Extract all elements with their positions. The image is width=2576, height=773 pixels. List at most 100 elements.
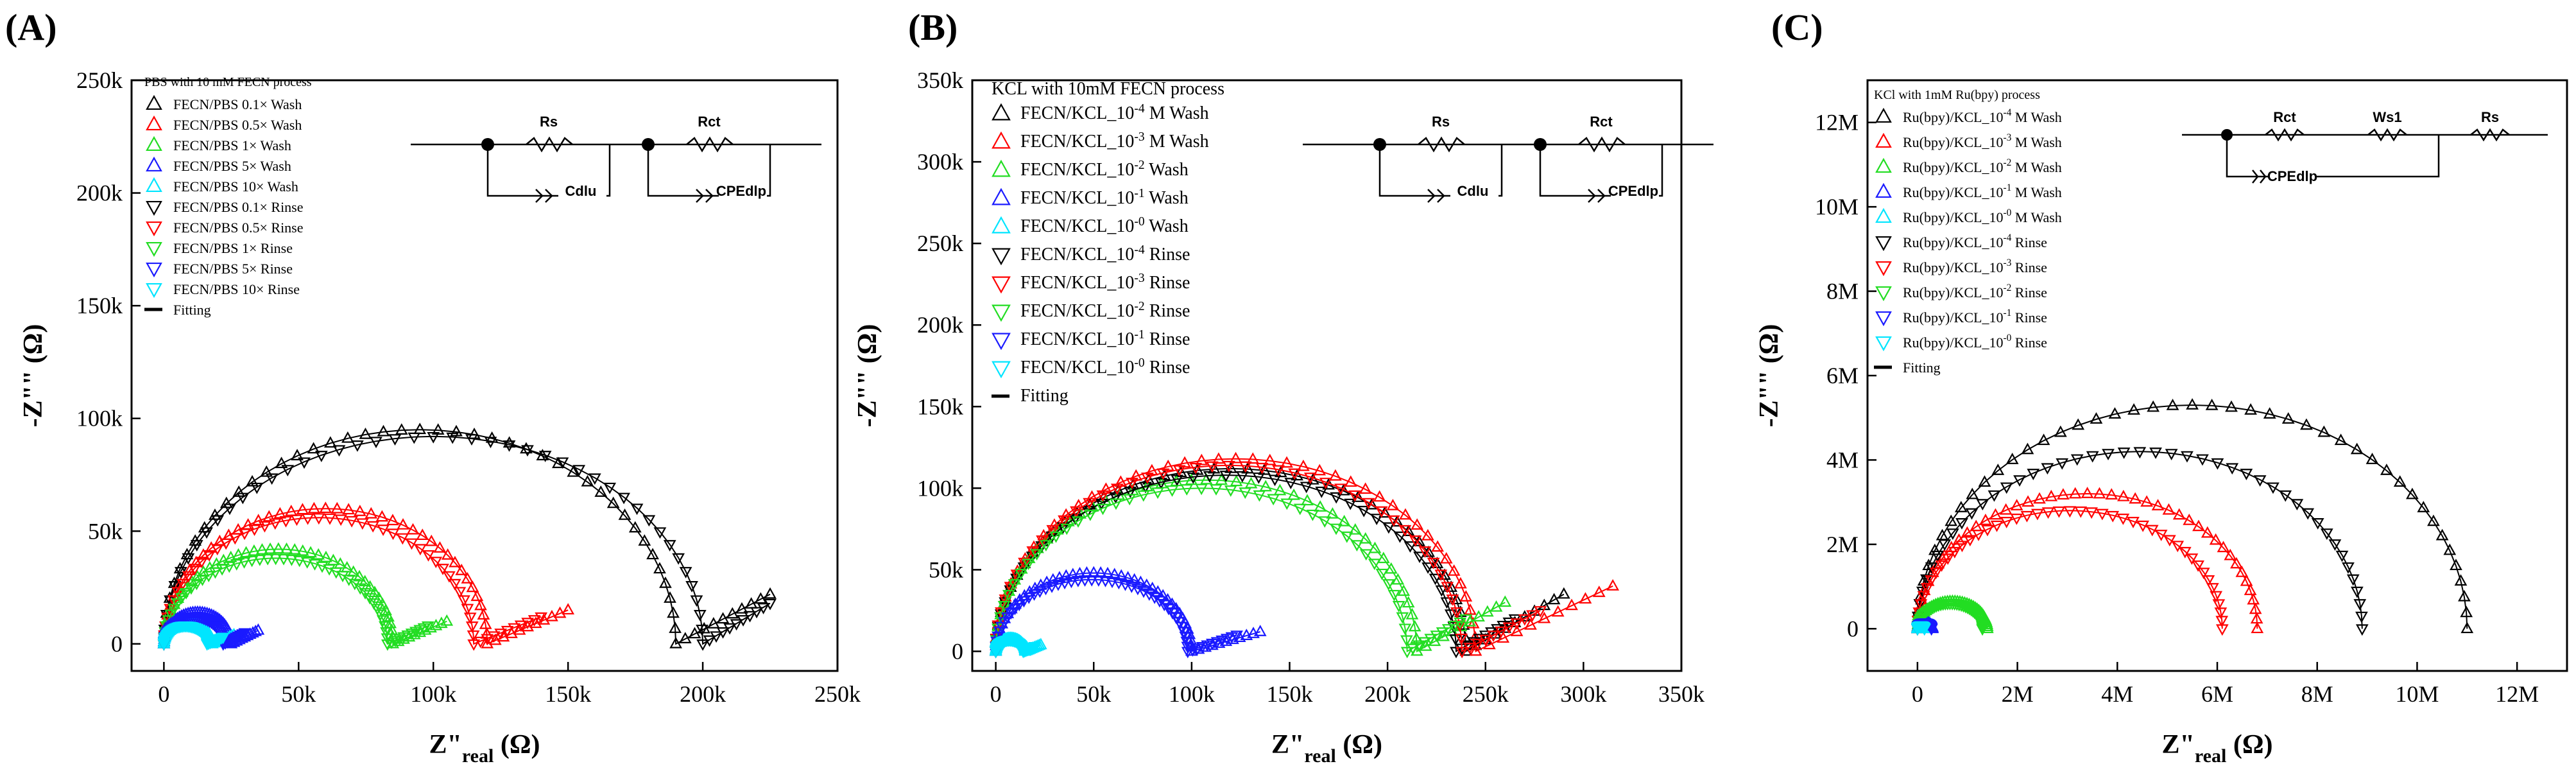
data-point (1487, 630, 1500, 642)
data-point (255, 543, 269, 555)
data-point (2162, 503, 2176, 515)
data-point (198, 521, 211, 533)
data-point (258, 521, 271, 533)
data-point (1524, 618, 1537, 630)
data-series (157, 513, 548, 651)
legend-title: KCL with 10mM FECN process (992, 79, 1224, 99)
data-point (446, 432, 459, 444)
data-point (2235, 566, 2249, 577)
data-point (2406, 487, 2419, 499)
data-point (754, 592, 768, 604)
data-point (1410, 632, 1423, 644)
data-point (2355, 611, 2368, 623)
data-point (999, 595, 1012, 606)
data-point (1137, 586, 1150, 598)
data-point (1185, 473, 1198, 485)
data-point (1925, 575, 1938, 587)
circuit-label-rct: Rct (1590, 114, 1613, 130)
data-point (397, 518, 409, 530)
data-point (1253, 625, 1267, 636)
data-point (1210, 484, 1223, 496)
y-tick-label: 100k (917, 475, 963, 501)
data-point (1393, 531, 1407, 543)
x-tick-label: 250k (1463, 681, 1509, 707)
data-point (1966, 487, 1979, 499)
resistor-symbol (526, 136, 573, 153)
y-tick-label: 6M (1826, 363, 1859, 388)
data-point (196, 575, 209, 586)
data-series (989, 460, 1547, 659)
data-point (1288, 468, 1301, 480)
data-point (1014, 568, 1027, 580)
data-point (2240, 469, 2253, 480)
legend-entry: Ru(bpy)/KCL_10-2 Rinse (1903, 282, 2047, 300)
data-point (386, 528, 400, 541)
legend-entry: Ru(bpy)/KCL_10-0 Rinse (1903, 333, 2047, 351)
data-point (603, 482, 617, 494)
legend-entry-name: FECN/PBS 1× Wash (173, 137, 291, 153)
legend-entry-suffix: M Wash (2011, 209, 2062, 225)
x-tick-label: 50k (1076, 681, 1111, 707)
data-point (2052, 506, 2066, 518)
data-point (312, 548, 325, 560)
data-point (228, 533, 242, 545)
data-point (413, 422, 427, 435)
data-point (470, 589, 484, 602)
resistor-symbol (2470, 128, 2510, 142)
legend-entry-name: Ru(bpy)/KCL_10 (1903, 309, 2003, 326)
data-point (1365, 498, 1378, 510)
data-point (2311, 518, 2324, 530)
data-point (200, 527, 213, 539)
legend-marker (1875, 182, 1892, 198)
data-point (249, 624, 262, 636)
data-point (521, 445, 534, 457)
data-point (1008, 604, 1022, 616)
legend-entry-name: FECN/KCL_10 (1020, 273, 1134, 293)
data-point (1033, 586, 1047, 598)
data-point (1438, 568, 1451, 580)
data-point (1267, 494, 1280, 506)
legend-entry-name: FECN/KCL_10 (1020, 103, 1134, 123)
x-tick-label: 100k (1169, 681, 1215, 707)
x-tick-label: 2M (2002, 681, 2034, 707)
data-point (203, 550, 216, 562)
circuit-label-cpedlp: CPEdlp (2267, 168, 2317, 184)
legend-entry-suffix: Wash (1145, 216, 1189, 236)
data-point (2133, 447, 2147, 459)
data-point (2093, 487, 2106, 499)
legend-marker (1875, 286, 1892, 302)
data-point (314, 451, 328, 462)
legend-entry: FECN/PBS 1× Rinse (173, 240, 293, 256)
circuit-label-rs: Rs (540, 114, 558, 130)
panel-label: (B) (908, 6, 957, 48)
data-point (1434, 569, 1448, 582)
data-point (380, 627, 393, 639)
data-point (210, 544, 224, 556)
data-point (494, 629, 508, 640)
data-point (1397, 584, 1411, 596)
data-point (1142, 589, 1156, 601)
data-point (764, 587, 777, 599)
data-point (2209, 533, 2222, 545)
data-point (484, 437, 497, 449)
data-point (1955, 541, 1969, 553)
data-point (1931, 550, 1945, 562)
data-point (1368, 541, 1382, 553)
x-axis-title-main: Z" (429, 730, 462, 760)
panel-label: (C) (1771, 6, 1823, 48)
data-point (1139, 482, 1152, 494)
data-point (553, 606, 567, 618)
data-point (2185, 553, 2199, 565)
data-point (2224, 548, 2237, 560)
data-point (1976, 624, 1989, 636)
legend-marker (146, 177, 162, 193)
legend-entry-exp: -3 (1134, 130, 1145, 144)
data-point (466, 580, 479, 593)
data-point (1398, 623, 1412, 636)
data-point (2129, 492, 2142, 504)
data-point (1065, 577, 1078, 589)
data-point (429, 557, 443, 568)
data-point (545, 609, 558, 621)
data-point (2393, 475, 2407, 487)
data-point (216, 564, 228, 576)
